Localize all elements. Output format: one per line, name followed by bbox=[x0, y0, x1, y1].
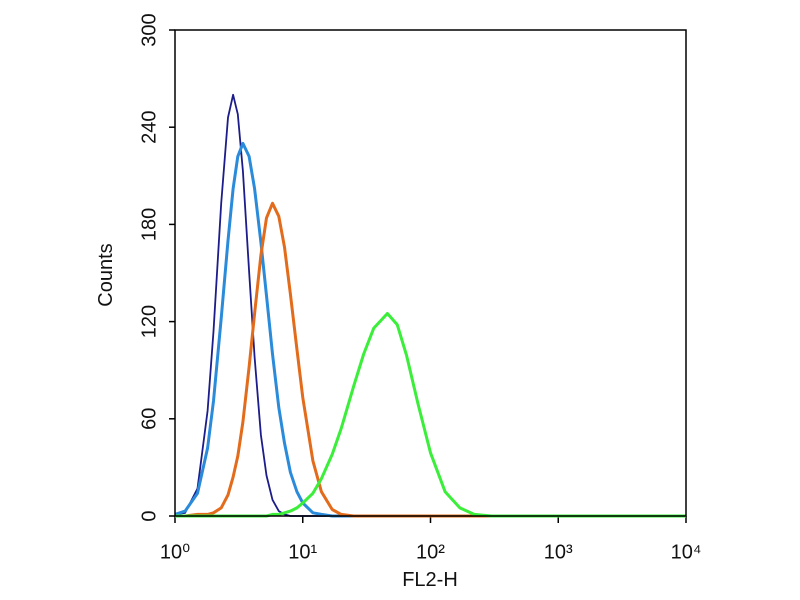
x-tick-label: 10⁴ bbox=[671, 541, 702, 563]
histogram-line bbox=[175, 201, 686, 518]
y-axis-label: Counts bbox=[95, 243, 117, 306]
y-tick-label: 180 bbox=[138, 208, 160, 241]
y-tick-label: 120 bbox=[138, 305, 160, 338]
x-tick-label: 10⁰ bbox=[160, 541, 190, 563]
plot-frame bbox=[174, 29, 687, 517]
x-tick-label: 10¹ bbox=[288, 541, 317, 563]
y-tick-label: 300 bbox=[138, 13, 160, 46]
x-tick-label: 10³ bbox=[544, 541, 573, 563]
x-axis-label: FL2-H bbox=[402, 569, 458, 591]
y-tick-label: 240 bbox=[138, 111, 160, 144]
y-tick-label: 60 bbox=[138, 408, 160, 430]
x-tick-label: 10² bbox=[416, 541, 445, 563]
y-tick-label: 0 bbox=[138, 510, 160, 521]
